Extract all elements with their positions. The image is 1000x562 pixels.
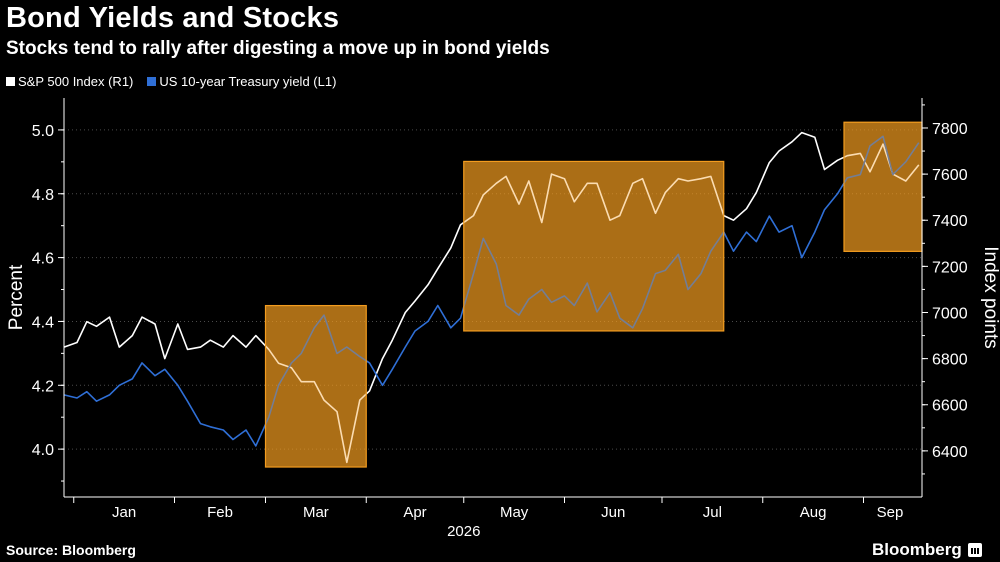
legend-swatch-treasury [147,77,157,86]
right-tick-label-4: 7200 [932,259,968,276]
left-tick-label-3: 4.6 [32,251,54,268]
x-tick-label-aug: Aug [800,504,827,521]
right-tick-label-5: 7400 [932,213,968,230]
highlight-overlay-2 [463,160,725,332]
legend-item-treasury: US 10-year Treasury yield (L1) [147,74,336,89]
legend-label-treasury: US 10-year Treasury yield (L1) [159,74,337,89]
legend-swatch-sp500 [6,77,15,86]
legend-item-sp500: S&P 500 Index (R1) [6,74,133,89]
x-tick-label-jan: Jan [112,504,136,521]
chart-subtitle: Stocks tend to rally after digesting a m… [6,38,550,59]
left-axis-label: Percent [6,264,27,330]
sp500-line [63,131,920,464]
left-tick-label-5: 5.0 [32,123,54,140]
left-tick-label-1: 4.2 [32,378,54,395]
right-tick-label-0: 6400 [932,444,968,461]
axes: 4.0 4.2 4.4 4.6 4.8 5.0 Percent 6400 6600 6800 700… [6,98,1000,540]
chart-title: Bond Yields and Stocks [6,2,340,34]
x-tick-label-sep: Sep [877,504,904,521]
treasury-line [63,135,920,447]
right-axis-label: Index points [980,246,1000,348]
x-tick-label-mar: Mar [303,504,329,521]
x-axis-year-label: 2026 [447,523,480,540]
highlight-overlay-1 [264,304,367,468]
highlight-boxes [265,122,922,468]
bloomberg-logo-icon [967,543,982,557]
left-tick-label-2: 4.4 [32,314,54,331]
highlight-overlays [264,121,923,468]
left-tick-label-4: 4.8 [32,187,54,204]
left-tick-label-0: 4.0 [32,442,54,459]
source-note: Source: Bloomberg [6,542,136,558]
x-tick-label-jun: Jun [601,504,625,521]
series-lines [63,131,920,464]
right-tick-label-3: 7000 [932,305,968,322]
right-tick-label-2: 6800 [932,352,968,369]
legend: S&P 500 Index (R1) US 10-year Treasury y… [6,74,336,89]
x-tick-label-apr: Apr [403,504,426,521]
highlight-overlay-3 [843,121,923,252]
right-tick-label-1: 6600 [932,398,968,415]
bloomberg-brand: Bloomberg [872,540,982,560]
x-tick-label-feb: Feb [207,504,233,521]
right-tick-label-6: 7600 [932,167,968,184]
brand-label: Bloomberg [872,540,962,559]
legend-label-sp500: S&P 500 Index (R1) [18,74,134,89]
x-tick-label-may: May [500,504,529,521]
x-tick-label-jul: Jul [703,504,722,521]
right-tick-label-7: 7800 [932,121,968,138]
